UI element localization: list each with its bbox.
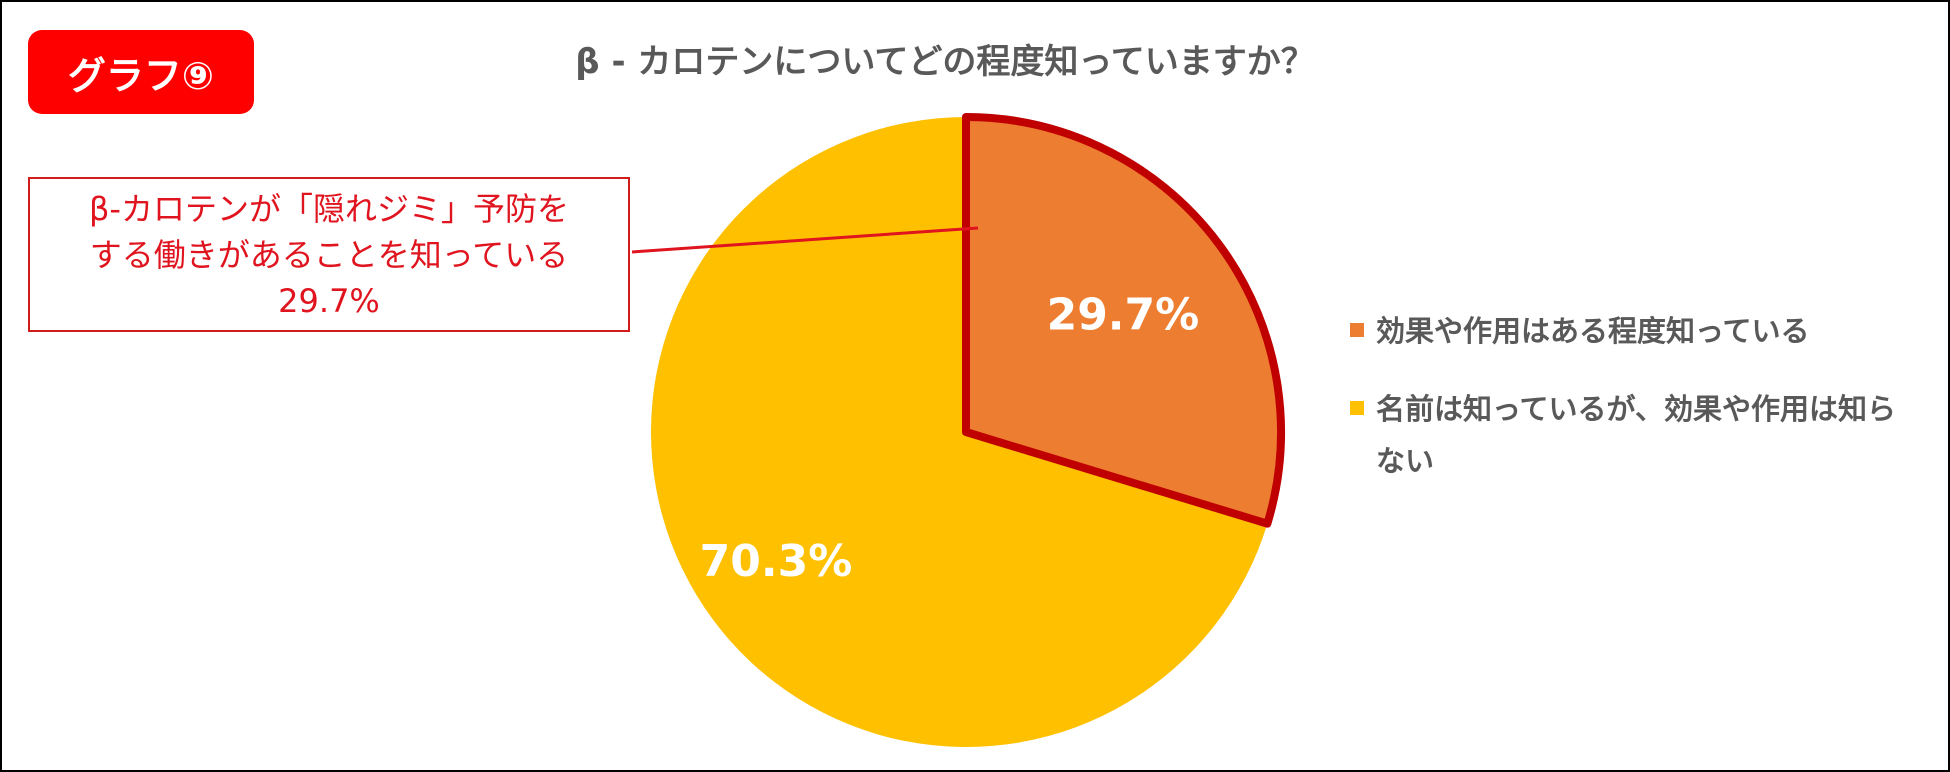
- pie-data-label: 29.7%: [1047, 290, 1200, 341]
- legend-swatch-yellow: [1350, 401, 1364, 415]
- callout-line-3: 29.7%: [278, 281, 380, 320]
- annotation-callout: β-カロテンが「隠れジミ」予防を する働きがあることを知っている 29.7%: [28, 177, 630, 332]
- pie-data-label: 70.3%: [700, 536, 853, 587]
- pie-slice-highlighted: [962, 113, 1285, 528]
- chart-legend: 効果や作用はある程度知っている 名前は知っているが、効果や作用は知らない: [1350, 305, 1910, 513]
- graph-number-badge: グラフ⑨: [28, 30, 254, 114]
- legend-label: 効果や作用はある程度知っている: [1376, 314, 1810, 348]
- legend-item-name-only: 名前は知っているが、効果や作用は知らない: [1350, 383, 1910, 487]
- legend-item-aware-of-effects: 効果や作用はある程度知っている: [1350, 305, 1910, 357]
- chart-title: β - カロテンについてどの程度知っていますか？: [575, 42, 1315, 82]
- callout-line-2: する働きがあることを知っている: [89, 235, 569, 274]
- pie-slice: [651, 117, 1268, 747]
- legend-swatch-orange: [1350, 323, 1364, 337]
- callout-pointer-line: [631, 226, 979, 254]
- callout-line-1: β-カロテンが「隠れジミ」予防を: [89, 189, 569, 228]
- legend-label: 名前は知っているが、効果や作用は知らない: [1376, 392, 1896, 478]
